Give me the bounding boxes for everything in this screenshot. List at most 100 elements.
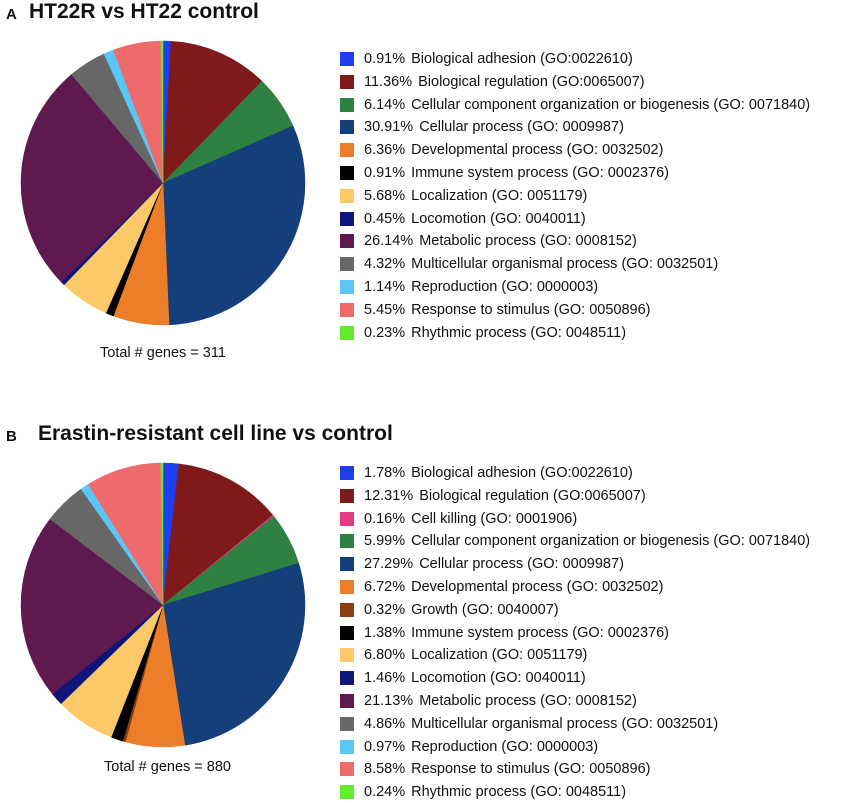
legend-swatch	[340, 785, 354, 800]
legend-swatch	[340, 716, 354, 731]
pie-slice-b-14	[160, 462, 164, 606]
legend-percent: 30.91%	[364, 119, 414, 136]
pie-chart-b	[20, 462, 306, 748]
legend-label: Cell killing (GO: 0001906)	[411, 510, 578, 527]
legend-swatch	[340, 625, 354, 640]
legend-percent: 5.68%	[364, 187, 406, 204]
legend-percent: 5.99%	[364, 533, 406, 550]
legend-swatch	[340, 693, 354, 708]
pie-slice-b-4	[162, 562, 306, 746]
legend-swatch	[340, 211, 354, 226]
legend-label: Developmental process (GO: 0032502)	[411, 142, 664, 159]
legend-label: Locomotion (GO: 0040011)	[411, 670, 586, 687]
legend-percent: 0.91%	[364, 164, 406, 181]
legend-label: Cellular process (GO: 0009987)	[419, 556, 624, 573]
legend-swatch	[340, 52, 354, 66]
legend-swatch	[340, 234, 354, 249]
legend-label: Immune system process (GO: 0002376)	[411, 624, 670, 641]
legend-swatch	[340, 762, 354, 777]
legend-swatch	[340, 579, 354, 594]
legend-percent: 1.38%	[364, 624, 406, 641]
legend-percent: 1.78%	[364, 465, 406, 481]
legend-swatch	[340, 557, 354, 572]
legend-percent: 4.32%	[364, 256, 406, 273]
panel-a: A HT22R vs HT22 control Total # genes = …	[0, 0, 850, 380]
legend-percent: 5.45%	[364, 301, 406, 318]
legend-label: Growth (GO: 0040007)	[411, 601, 559, 618]
pie-slice-b-10	[20, 518, 164, 695]
pie-chart-a	[20, 40, 306, 326]
legend-percent: 26.14%	[364, 233, 414, 250]
legend-label: Multicellular organismal process (GO: 00…	[411, 256, 719, 273]
legend-percent: 0.45%	[364, 210, 406, 227]
legend-label: Metabolic process (GO: 0008152)	[419, 692, 637, 709]
legend-label: Immune system process (GO: 0002376)	[411, 164, 670, 181]
legend-swatch	[340, 188, 354, 203]
legend-label: Metabolic process (GO: 0008152)	[419, 233, 637, 250]
legend-percent: 1.46%	[364, 670, 406, 687]
legend-label: Cellular component organization or bioge…	[411, 96, 811, 113]
panel-b-title: Erastin-resistant cell line vs control	[38, 422, 393, 445]
legend-swatch	[340, 488, 354, 503]
panel-a-letter: A	[6, 6, 17, 23]
legend-label: Locomotion (GO: 0040011)	[411, 210, 586, 227]
legend-swatch	[340, 165, 354, 180]
legend-label: Biological regulation (GO:0065007)	[418, 73, 645, 90]
legend-swatch	[340, 97, 354, 112]
legend-percent: 12.31%	[364, 487, 414, 504]
legend-swatch	[340, 534, 354, 549]
legend-label: Localization (GO: 0051179)	[411, 647, 588, 664]
legend-percent: 6.80%	[364, 647, 406, 664]
legend-percent: 8.58%	[364, 761, 406, 778]
pie-slice-a-12	[160, 40, 164, 184]
legend-label: Biological regulation (GO:0065007)	[419, 487, 646, 504]
total-genes-a: Total # genes = 311	[100, 345, 226, 361]
pie-slice-a-1	[162, 40, 263, 184]
legend-percent: 11.36%	[364, 73, 413, 90]
legend-swatch	[340, 648, 354, 663]
legend-percent: 4.86%	[364, 715, 406, 732]
legend-swatch	[340, 739, 354, 754]
legend-percent: 1.14%	[364, 278, 406, 295]
panel-b-letter: B	[6, 428, 17, 445]
legend-percent: 6.36%	[364, 142, 406, 159]
panel-a-title: HT22R vs HT22 control	[29, 0, 259, 23]
legend-swatch	[340, 302, 354, 317]
legend-label: Cellular process (GO: 0009987)	[419, 119, 624, 136]
legend-swatch	[340, 325, 354, 340]
pie-slice-b-1	[162, 463, 274, 606]
legend-percent: 27.29%	[364, 556, 414, 573]
legend-label: Biological adhesion (GO:0022610)	[411, 51, 633, 67]
legend-label: Rhythmic process (GO: 0048511)	[411, 324, 627, 341]
legend-swatch	[340, 279, 354, 294]
legend-label: Response to stimulus (GO: 0050896)	[411, 301, 651, 318]
legend-swatch	[340, 671, 354, 686]
legend-percent: 6.72%	[364, 578, 406, 595]
legend-percent: 6.14%	[364, 96, 406, 113]
legend-swatch	[340, 120, 354, 135]
legend-label: Biological adhesion (GO:0022610)	[411, 465, 633, 481]
legend-swatch	[340, 466, 354, 480]
legend-swatch	[340, 511, 354, 526]
pie-slice-a-3	[162, 125, 306, 326]
legend-label: Multicellular organismal process (GO: 00…	[411, 715, 719, 732]
legend-label: Reproduction (GO: 0000003)	[411, 278, 599, 295]
legend-label: Cellular component organization or bioge…	[411, 533, 811, 550]
panel-b: B Erastin-resistant cell line vs control…	[0, 420, 850, 800]
legend-percent: 0.32%	[364, 601, 406, 618]
legend-label: Response to stimulus (GO: 0050896)	[411, 761, 651, 778]
legend-percent: 0.16%	[364, 510, 406, 527]
pie-slice-a-8	[20, 74, 164, 283]
total-genes-b: Total # genes = 880	[104, 759, 231, 775]
legend-swatch	[340, 602, 354, 617]
legend-percent: 0.23%	[364, 324, 406, 341]
legend-percent: 21.13%	[364, 692, 414, 709]
legend-label: Developmental process (GO: 0032502)	[411, 578, 664, 595]
legend-label: Reproduction (GO: 0000003)	[411, 738, 599, 755]
legend-swatch	[340, 74, 354, 89]
legend-label: Localization (GO: 0051179)	[411, 187, 588, 204]
legend-percent: 0.97%	[364, 738, 406, 755]
legend-percent: 0.91%	[364, 51, 406, 67]
legend-swatch	[340, 257, 354, 272]
legend-swatch	[340, 143, 354, 158]
